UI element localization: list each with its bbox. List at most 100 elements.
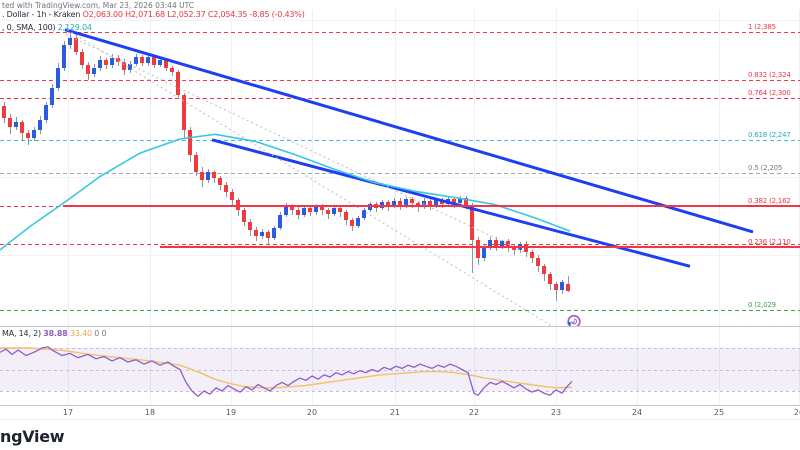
candle-body [20, 121, 24, 133]
fib-level-label: 0.618 (2,247 [748, 130, 791, 139]
candle-body [110, 57, 114, 65]
fib-level-line [0, 32, 800, 33]
grid-vline [312, 10, 313, 405]
symbol-text: . Dollar - 1h - Kraken [2, 10, 81, 19]
candle-body [230, 192, 234, 200]
candle-body [380, 202, 384, 208]
candle-body [242, 210, 246, 222]
trendline[interactable] [66, 29, 583, 326]
symbol-legend[interactable]: . Dollar - 1h - Kraken O2,063.00 H2,071.… [2, 10, 305, 19]
candle-body [266, 231, 270, 239]
panel-separator[interactable] [0, 326, 800, 327]
candle-body [236, 199, 240, 211]
candle-body [212, 171, 216, 178]
candle-body [392, 200, 396, 207]
candle-body [146, 57, 150, 64]
candle-body [224, 185, 228, 193]
candle-body [74, 38, 78, 53]
candle-body [32, 130, 36, 139]
tradingview-logo[interactable]: ngView [0, 427, 65, 446]
candle-body [92, 67, 96, 75]
trendline[interactable] [64, 28, 754, 234]
candle-body [164, 60, 168, 68]
candle-body [476, 239, 480, 258]
grid-vline [395, 10, 396, 405]
candle-body [542, 266, 546, 275]
candle-body [278, 214, 282, 228]
candle-body [350, 220, 354, 226]
candle-wick [556, 281, 557, 302]
candle-body [428, 200, 432, 206]
candle-body [302, 207, 306, 215]
candle-body [410, 199, 414, 203]
trendline[interactable] [65, 33, 531, 256]
candle-body [548, 274, 552, 285]
candle-body [464, 198, 468, 206]
price-chart-panel[interactable]: 1 (2,385 0.832 (2,324 0.764 (2,300 0.618 (2… [0, 0, 800, 326]
time-tick-label: 21 [389, 408, 401, 417]
candle-body [62, 45, 66, 68]
candle-body [524, 243, 528, 253]
dizzy-emoji-icon[interactable] [566, 314, 581, 326]
candle-body [404, 199, 408, 206]
horizontal-ray-line[interactable] [63, 205, 800, 208]
fib-level-label: 0 (2,029 [748, 301, 776, 309]
rsi-lines [0, 346, 573, 398]
sma-line [0, 133, 571, 251]
rsi-value: 38.88 [43, 329, 68, 338]
time-tick-label: 18 [144, 408, 156, 417]
time-tick-label: 17 [62, 408, 74, 417]
ma-value: 2,129.04 [57, 23, 92, 32]
candle-body [338, 207, 342, 213]
watermark: ted with TradingView.com, Mar 23, 2026 0… [2, 1, 194, 10]
candle-body [98, 60, 102, 68]
time-tick-label: 26 [793, 408, 800, 417]
candle-body [434, 199, 438, 206]
axis-separator [0, 405, 800, 406]
candle-body [398, 200, 402, 206]
candle-body [86, 64, 90, 75]
candle-body [254, 230, 258, 236]
candle-body [104, 60, 108, 65]
rsi-level-line [0, 369, 800, 371]
candle-body [38, 120, 42, 131]
rsi-level-line [0, 348, 800, 349]
footer: ngView [0, 420, 800, 450]
candle-body [296, 210, 300, 215]
fib-level-line [0, 98, 800, 100]
candle-body [566, 283, 570, 291]
candle-body [260, 231, 264, 236]
candle-body [122, 61, 126, 71]
candle-body [194, 155, 198, 172]
time-tick-label: 23 [550, 408, 562, 417]
grid-hline [0, 176, 800, 178]
candle-body [554, 284, 558, 290]
fib-level-label: 0.764 (2,300 [748, 89, 791, 98]
fib-level-label: 0.5 (2,205 [748, 163, 783, 172]
ma-legend[interactable]: , 0, SMA, 100) 2,129.04 [2, 23, 92, 32]
time-axis[interactable]: 17 18 19 20 21 22 23 24 25 26 [0, 406, 800, 419]
candle-body [512, 246, 516, 250]
time-tick-label: 22 [468, 408, 480, 417]
grid-vline [150, 10, 151, 405]
candle-body [320, 206, 324, 211]
rsi-label: MA, 14, 2) [2, 329, 41, 338]
rsi-ma-line [0, 347, 573, 389]
candle-body [326, 210, 330, 214]
time-tick-label: 24 [631, 408, 643, 417]
candle-body [128, 64, 132, 71]
candle-body [314, 206, 318, 213]
rsi-legend[interactable]: MA, 14, 2) 38.88 33.40 0 0 [2, 329, 107, 338]
rsi-level-line [0, 391, 800, 392]
candle-body [494, 239, 498, 246]
rsi-panel[interactable]: MA, 14, 2) 38.88 33.40 0 0 [0, 327, 800, 405]
rsi-extra-1: 0 [94, 329, 100, 338]
candle-body [332, 207, 336, 214]
candle-body [152, 57, 156, 65]
candle-body [536, 257, 540, 267]
trendline[interactable] [211, 138, 691, 268]
horizontal-ray-line[interactable] [160, 245, 800, 248]
fib-level-line [0, 310, 800, 311]
candle-body [50, 88, 54, 106]
